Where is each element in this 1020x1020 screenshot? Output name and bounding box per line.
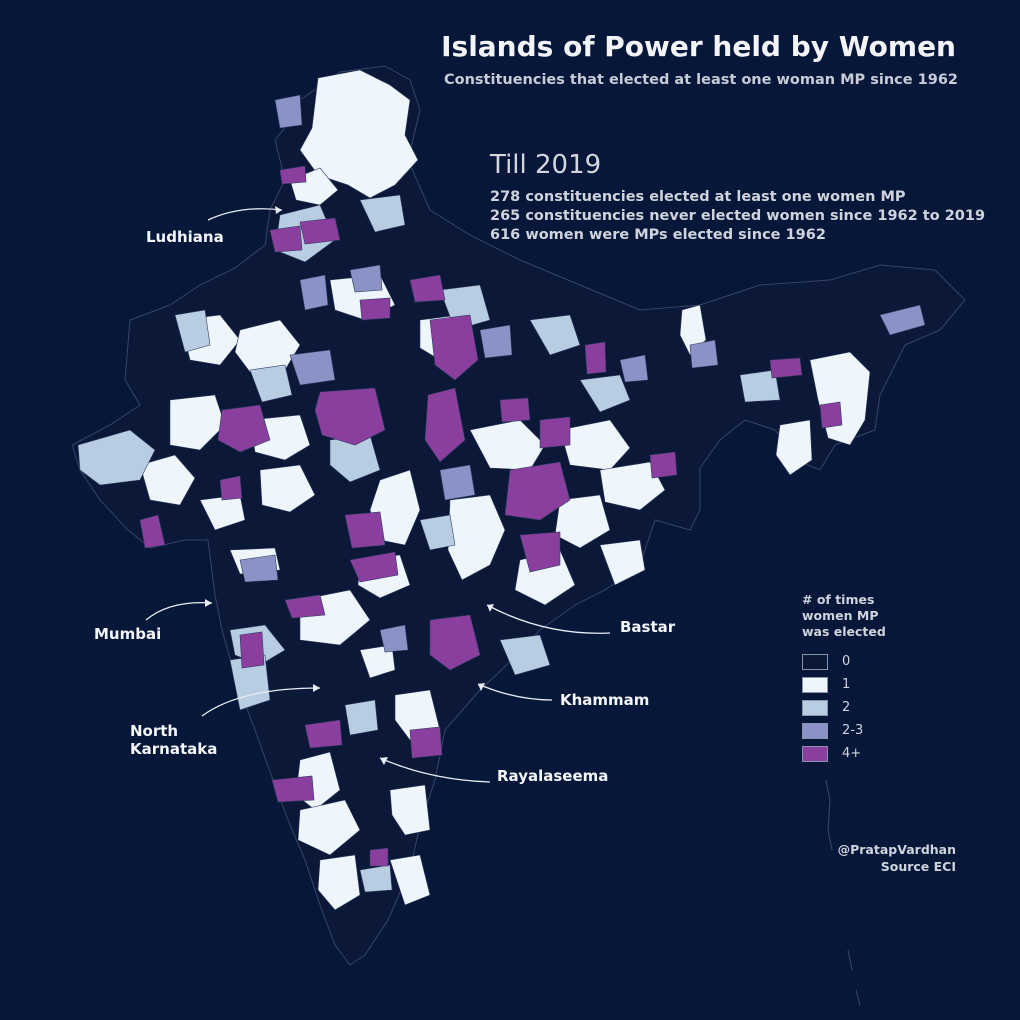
islands bbox=[825, 779, 861, 1006]
constituencies-four-plus bbox=[139, 165, 843, 867]
legend-title: # of times women MP was elected bbox=[802, 592, 886, 639]
legend: # of times women MP was elected 0 1 2 2-… bbox=[802, 592, 886, 765]
map-title: Islands of Power held by Women bbox=[441, 30, 956, 63]
callout-ludhiana: Ludhiana bbox=[146, 228, 224, 246]
legend-label: 2-3 bbox=[842, 723, 864, 738]
map-subtitle: Constituencies that elected at least one… bbox=[443, 72, 958, 88]
legend-item: 1 bbox=[802, 673, 886, 696]
stats-line: 265 constituencies never elected women s… bbox=[490, 208, 986, 224]
legend-item: 2 bbox=[802, 696, 886, 719]
legend-swatch bbox=[802, 653, 828, 670]
constituencies-two-three bbox=[239, 94, 926, 653]
khammam-arrow bbox=[477, 683, 553, 701]
stats-line: 616 women were MPs elected since 1962 bbox=[490, 227, 826, 243]
arrow-heads bbox=[205, 206, 494, 765]
legend-swatch bbox=[802, 722, 828, 739]
legend-item: 2-3 bbox=[802, 719, 886, 742]
legend-item: 4+ bbox=[802, 742, 886, 765]
legend-label: 4+ bbox=[842, 746, 862, 761]
legend-swatch bbox=[802, 676, 828, 693]
stats-panel: Till 2019 278 constituencies elected at … bbox=[490, 150, 985, 245]
north-karnataka-arrow bbox=[201, 687, 321, 717]
callout-khammam: Khammam bbox=[560, 691, 650, 709]
rayalaseema-arrow bbox=[379, 757, 491, 783]
bastar-arrow bbox=[486, 604, 611, 634]
callout-arrows bbox=[145, 208, 611, 783]
legend-label: 1 bbox=[842, 677, 851, 692]
callout-bastar: Bastar bbox=[620, 618, 676, 636]
legend-label: 0 bbox=[842, 654, 851, 669]
credit: @PratapVardhan Source ECI bbox=[838, 841, 956, 875]
legend-swatch bbox=[802, 745, 828, 762]
stats-heading: Till 2019 bbox=[490, 150, 602, 180]
stats-line: 278 constituencies elected at least one … bbox=[490, 189, 906, 205]
callout-mumbai: Mumbai bbox=[94, 625, 162, 643]
callout-north-karnataka: North Karnataka bbox=[130, 722, 218, 758]
legend-item: 0 bbox=[802, 650, 886, 673]
credit-source: Source ECI bbox=[880, 859, 956, 874]
mumbai-arrow bbox=[145, 601, 213, 621]
legend-label: 2 bbox=[842, 700, 851, 715]
credit-author: @PratapVardhan bbox=[837, 842, 956, 857]
ludhiana-arrow bbox=[207, 208, 283, 221]
legend-swatch bbox=[802, 699, 828, 716]
callout-rayalaseema: Rayalaseema bbox=[497, 767, 609, 785]
